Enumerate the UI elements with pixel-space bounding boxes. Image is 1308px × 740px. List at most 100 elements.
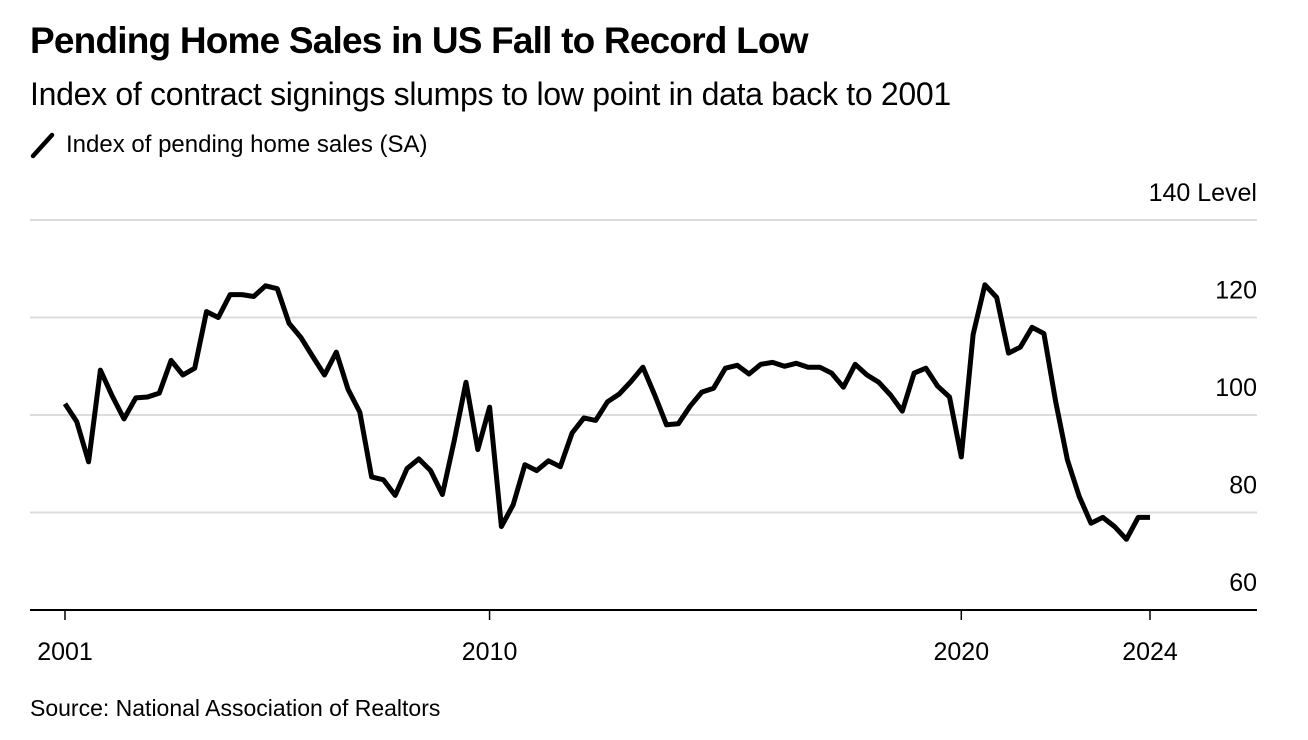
data-point (452, 438, 457, 443)
data-point (1136, 515, 1141, 520)
data-point (263, 283, 268, 288)
data-point (629, 379, 634, 384)
data-point (393, 493, 398, 498)
data-point (570, 431, 575, 436)
legend-label: Index of pending home sales (SA) (66, 131, 428, 158)
data-point (145, 394, 150, 399)
data-point (747, 372, 752, 377)
data-point (794, 361, 799, 366)
data-point (216, 315, 221, 320)
x-tick-label-2010: 2010 (462, 638, 518, 666)
data-point (817, 365, 822, 370)
data-point (322, 373, 327, 378)
data-point (935, 384, 940, 389)
data-point (98, 368, 103, 373)
chart-subtitle: Index of contract signings slumps to low… (30, 76, 951, 112)
data-point (522, 462, 527, 467)
data-point (770, 360, 775, 365)
data-point (169, 358, 174, 363)
data-point (805, 365, 810, 370)
data-point (298, 335, 303, 340)
data-point (287, 321, 292, 326)
data-point (853, 362, 858, 367)
data-point (1077, 494, 1082, 499)
data-point (829, 371, 834, 376)
data-point (475, 447, 480, 452)
data-point (581, 415, 586, 420)
data-point (86, 459, 91, 464)
data-point (357, 410, 362, 415)
data-point (405, 466, 410, 471)
data-point (664, 422, 669, 427)
y-tick-label-120: 120 (1215, 277, 1257, 305)
data-point (912, 371, 917, 376)
data-point (1112, 524, 1117, 529)
data-point (180, 373, 185, 378)
data-point (110, 393, 115, 398)
data-point (735, 363, 740, 368)
data-point (923, 366, 928, 371)
data-point (593, 418, 598, 423)
data-point (782, 364, 787, 369)
x-tick-label-2024: 2024 (1122, 638, 1178, 666)
data-point (121, 416, 126, 421)
data-point (711, 386, 716, 391)
data-point (971, 332, 976, 337)
data-point (428, 468, 433, 473)
data-point (63, 401, 68, 406)
data-point (640, 365, 645, 370)
data-point (1041, 331, 1046, 336)
data-point (558, 464, 563, 469)
data-point (463, 380, 468, 385)
legend: Index of pending home sales (SA) (30, 130, 428, 160)
data-point (334, 350, 339, 355)
data-point (1018, 345, 1023, 350)
data-point (900, 409, 905, 414)
data-point (1100, 515, 1105, 520)
data-point (346, 387, 351, 392)
data-point (758, 362, 763, 367)
data-point (1006, 351, 1011, 356)
data-point (534, 468, 539, 473)
data-point (688, 404, 693, 409)
data-point (228, 292, 233, 297)
data-point (239, 292, 244, 297)
data-point (251, 294, 256, 299)
data-point (888, 393, 893, 398)
y-tick-label-140: 140 Level (1149, 179, 1257, 207)
y-tick-label-80: 80 (1229, 472, 1257, 500)
data-point (157, 391, 162, 396)
data-point (487, 405, 492, 410)
x-tick-label-2001: 2001 (37, 638, 93, 666)
y-tick-label-100: 100 (1215, 374, 1257, 402)
chart-title: Pending Home Sales in US Fall to Record … (30, 20, 808, 61)
data-point (381, 477, 386, 482)
data-point (1089, 521, 1094, 526)
data-point (369, 474, 374, 479)
data-point (74, 419, 79, 424)
data-point (310, 354, 315, 359)
data-point (1065, 457, 1070, 462)
data-point (723, 366, 728, 371)
data-point (133, 395, 138, 400)
data-point (864, 373, 869, 378)
data-point (1148, 515, 1153, 520)
data-point (1124, 537, 1129, 542)
x-tick-label-2020: 2020 (933, 638, 989, 666)
data-point (275, 286, 280, 291)
data-point (994, 295, 999, 300)
data-point (841, 385, 846, 390)
line-swatch-icon (30, 132, 55, 159)
data-point (605, 399, 610, 404)
data-point (511, 502, 516, 507)
data-point (440, 492, 445, 497)
data-point (499, 524, 504, 529)
data-point (947, 394, 952, 399)
data-point (699, 390, 704, 395)
data-point (982, 282, 987, 287)
source-note: Source: National Association of Realtors (30, 695, 441, 721)
data-point (546, 458, 551, 463)
data-point (959, 454, 964, 459)
data-point (652, 393, 657, 398)
